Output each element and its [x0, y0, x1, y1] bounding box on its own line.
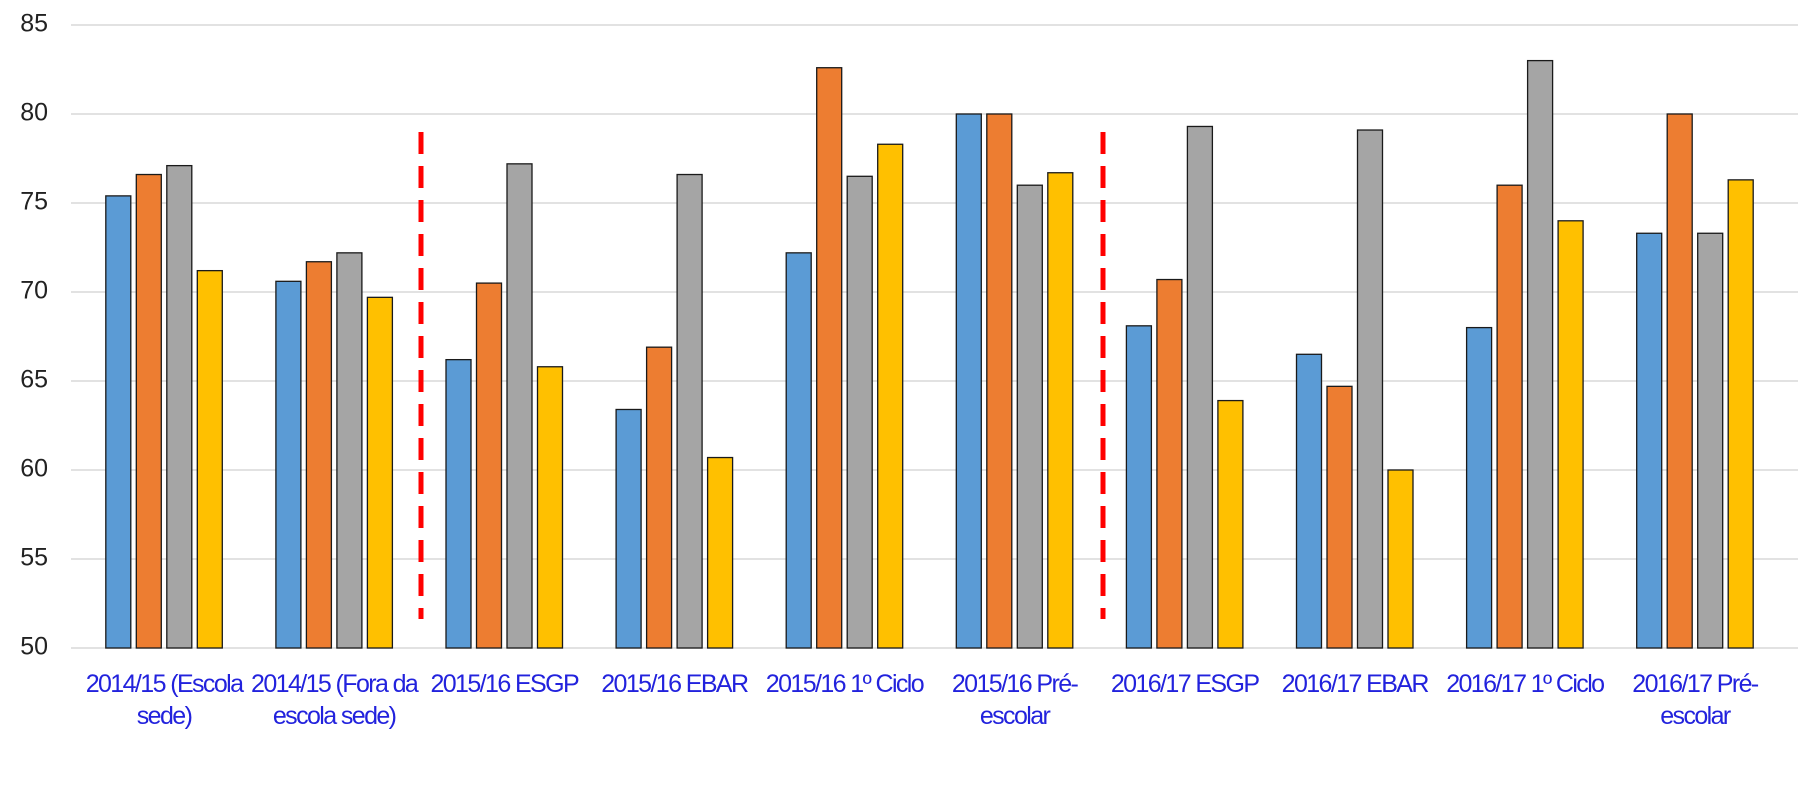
- bar: [1526, 59, 1554, 649]
- bar: [1186, 125, 1214, 649]
- y-tick-label: 60: [20, 455, 48, 483]
- x-tick-label: 2014/15 (Fora da escola sede): [251, 670, 419, 730]
- bar: [105, 195, 132, 649]
- bar: [1727, 179, 1754, 649]
- bar: [166, 164, 193, 649]
- bar: [1047, 172, 1074, 649]
- bar: [1496, 184, 1523, 649]
- bar: [275, 280, 302, 649]
- bar: [877, 143, 904, 649]
- y-tick-label: 75: [20, 188, 48, 216]
- bar: [1356, 129, 1384, 649]
- bar: [506, 163, 533, 649]
- y-tick-label: 80: [20, 99, 48, 127]
- bar: [706, 456, 734, 649]
- bar: [785, 252, 812, 649]
- bar: [1217, 399, 1244, 649]
- x-tick-label: 2015/16 Pré-escolar: [951, 670, 1079, 730]
- bar: [986, 113, 1013, 649]
- x-tick-label: 2016/17 Pré-escolar: [1632, 670, 1759, 730]
- bar: [475, 282, 503, 649]
- bar: [1295, 353, 1323, 649]
- bar: [1557, 220, 1584, 649]
- bar: [135, 173, 162, 649]
- bar: [1016, 184, 1043, 649]
- bar: [1156, 278, 1183, 649]
- y-tick-label: 55: [20, 544, 48, 572]
- x-tick-label: 2014/15 (Escola sede): [85, 670, 244, 730]
- bar: [536, 366, 564, 649]
- bar: [1697, 232, 1724, 649]
- bar: [816, 67, 843, 649]
- y-tick-label: 70: [20, 277, 48, 305]
- y-tick-label: 85: [20, 10, 48, 38]
- bar: [1666, 113, 1693, 649]
- y-tick-label: 65: [20, 366, 48, 394]
- bar: [615, 408, 642, 649]
- x-tick-label: 2016/17 1º Ciclo: [1446, 670, 1605, 698]
- bar: [1387, 469, 1414, 649]
- bar: [676, 173, 703, 649]
- x-tick-label: 2015/16 EBAR: [601, 670, 749, 698]
- x-tick-label: 2015/16 ESGP: [430, 670, 579, 698]
- bar: [305, 261, 333, 649]
- bar: [645, 346, 673, 649]
- y-tick-label: 50: [20, 633, 48, 661]
- bar: [846, 175, 873, 649]
- bar: [366, 296, 394, 649]
- bar: [955, 113, 982, 649]
- bar: [1465, 326, 1493, 649]
- x-tick-label: 2016/17 EBAR: [1281, 670, 1430, 698]
- x-tick-label: 2015/16 1º Ciclo: [765, 670, 925, 698]
- bar: [336, 252, 363, 649]
- bar: [1636, 232, 1663, 649]
- bar: [1125, 325, 1153, 649]
- bar: [1326, 385, 1353, 649]
- bar: [196, 269, 223, 649]
- x-tick-label: 2016/17 ESGP: [1110, 670, 1260, 698]
- bar: [445, 358, 472, 649]
